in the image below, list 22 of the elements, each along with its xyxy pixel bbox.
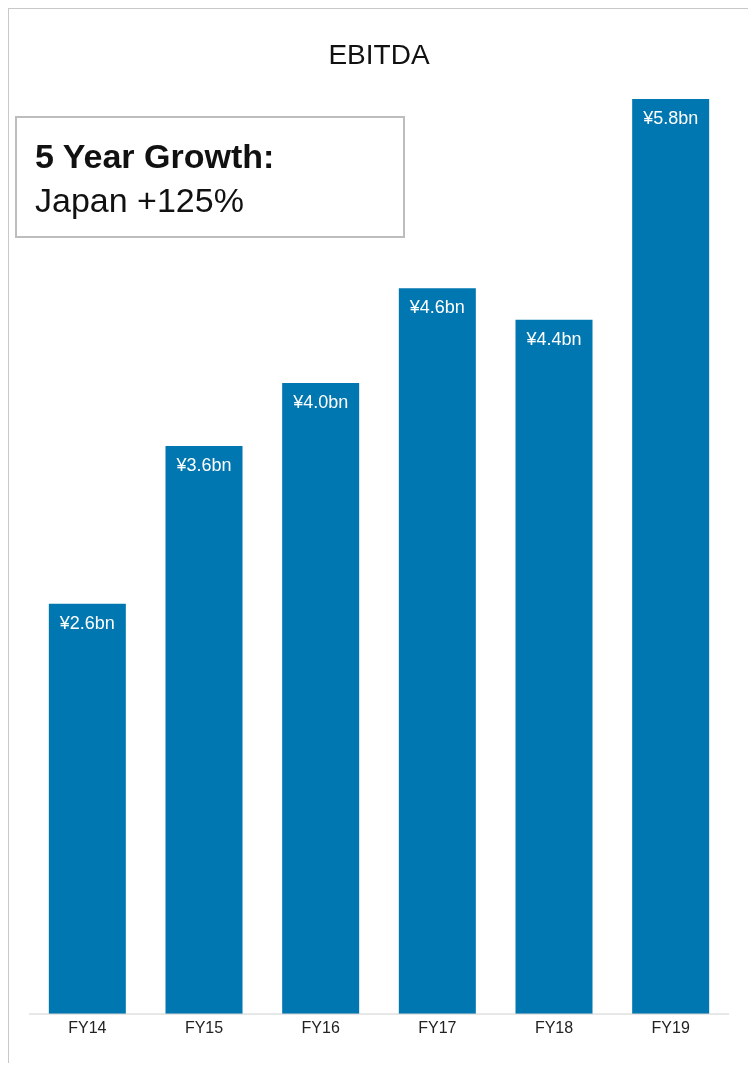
data-label: ¥5.8bn xyxy=(642,107,699,128)
data-label: ¥3.6bn xyxy=(175,454,232,475)
bar xyxy=(282,382,360,1014)
bar xyxy=(632,99,710,1014)
bar xyxy=(48,603,126,1014)
text-box: 5 Year Growth: Japan +125% xyxy=(15,116,405,238)
x-tick-label: FY18 xyxy=(534,1019,574,1037)
x-tick-label: FY17 xyxy=(418,1019,457,1037)
chart-title: EBITDA xyxy=(327,39,431,71)
data-label: ¥2.6bn xyxy=(58,612,115,633)
bar xyxy=(165,446,243,1014)
annotation: 5 Year Growth: xyxy=(35,136,276,177)
bar xyxy=(515,319,593,1014)
x-tick-label: FY15 xyxy=(184,1019,224,1037)
x-tick-label: FY14 xyxy=(68,1019,107,1037)
data-label: ¥4.4bn xyxy=(525,328,582,349)
bar xyxy=(398,288,476,1014)
data-label: ¥4.0bn xyxy=(292,391,349,412)
x-tick-label: FY16 xyxy=(301,1019,340,1037)
data-label: ¥4.6bn xyxy=(408,297,465,318)
annotation: Japan +125% xyxy=(35,180,245,221)
x-tick-label: FY19 xyxy=(651,1019,690,1037)
